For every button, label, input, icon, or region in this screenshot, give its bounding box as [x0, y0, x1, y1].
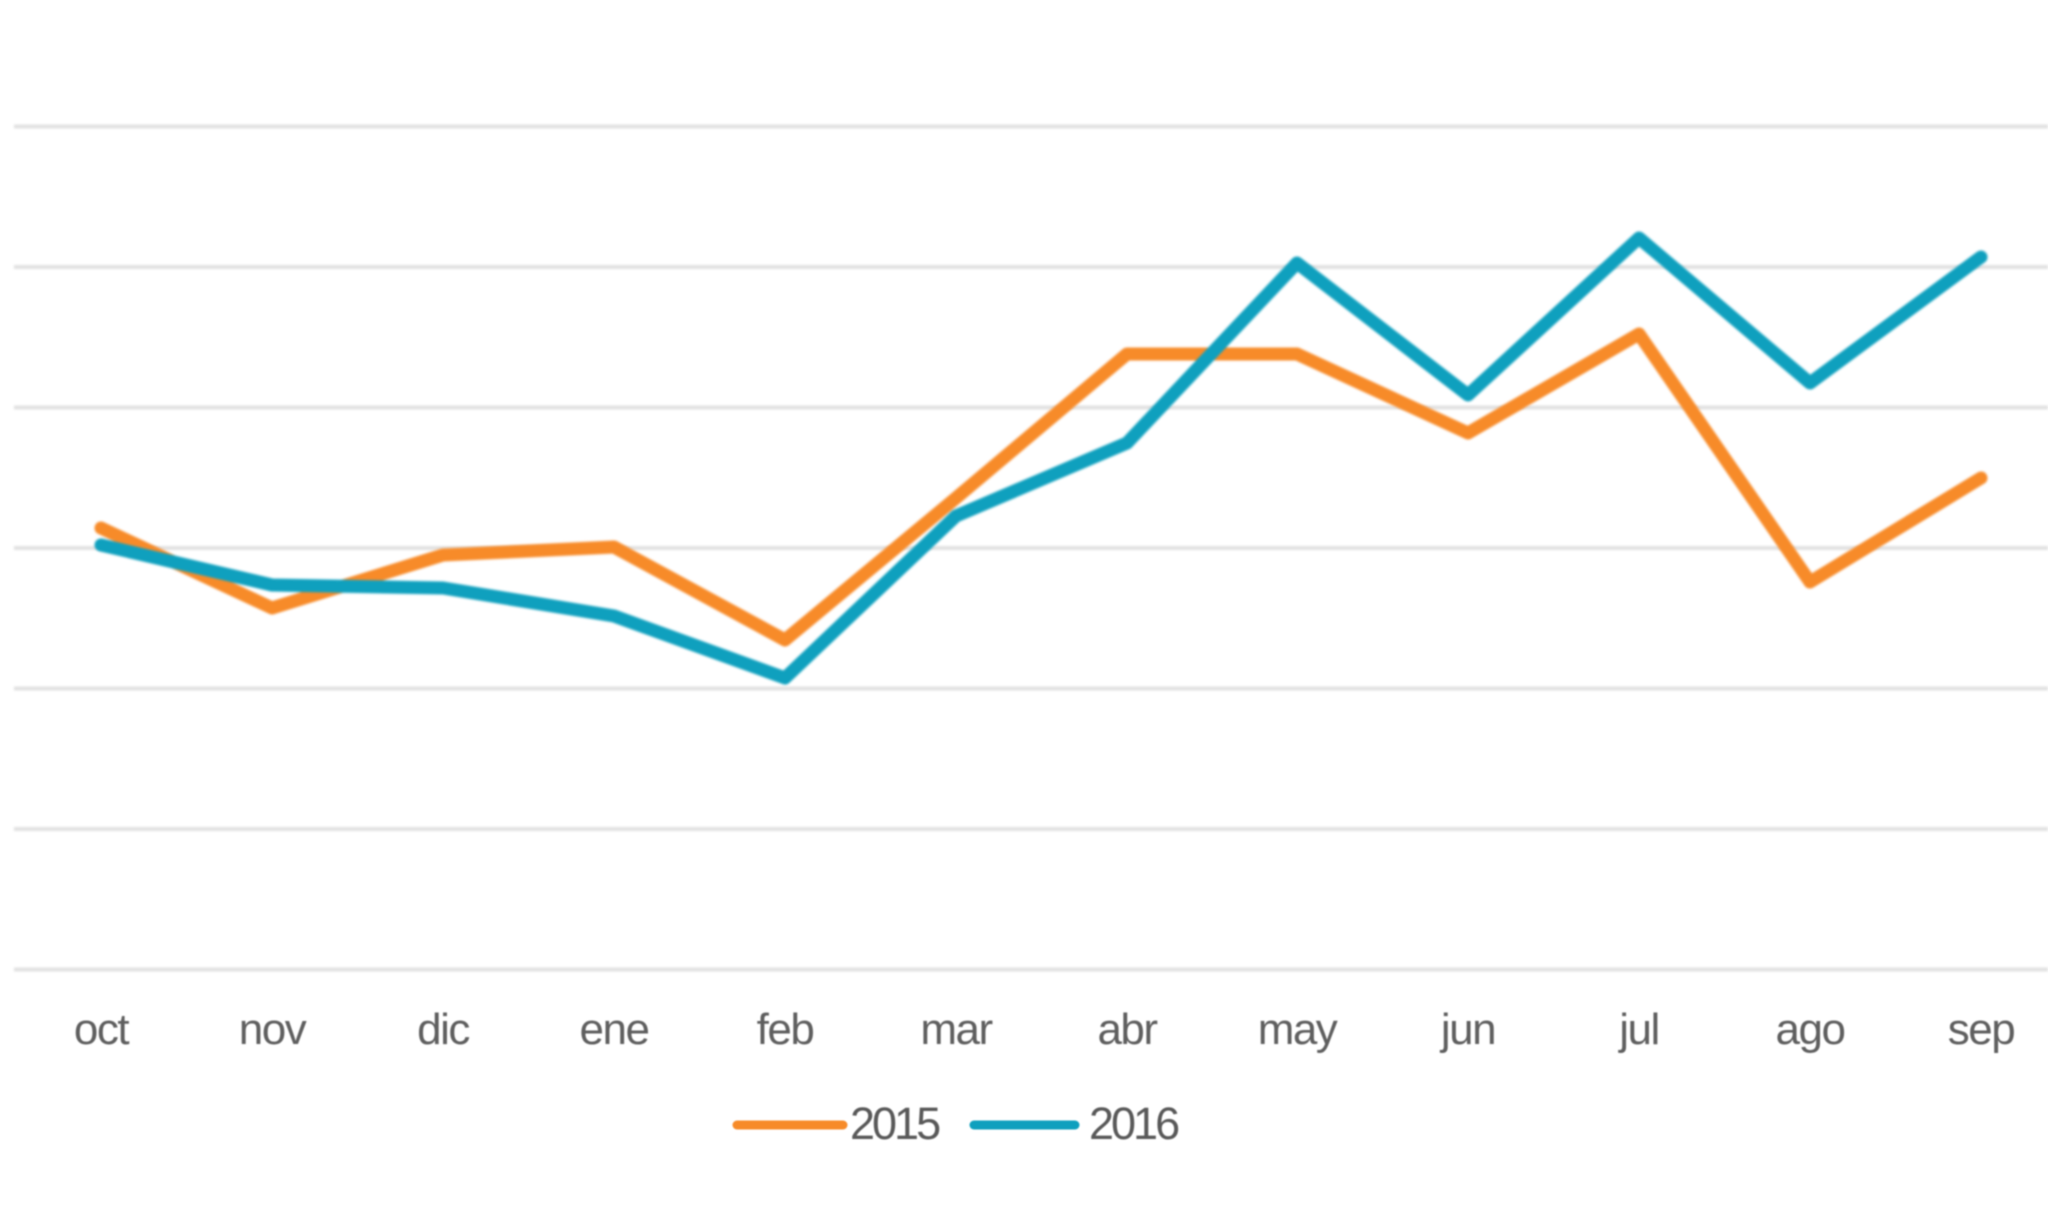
svg-text:may: may [1258, 1005, 1338, 1054]
svg-text:dic: dic [417, 1005, 469, 1054]
svg-text:2015: 2015 [850, 1098, 940, 1149]
svg-text:feb: feb [757, 1005, 814, 1054]
svg-text:2016: 2016 [1089, 1098, 1179, 1149]
svg-text:ene: ene [580, 1005, 649, 1054]
svg-text:ago: ago [1776, 1005, 1845, 1054]
svg-text:jul: jul [1617, 1005, 1659, 1054]
svg-text:sep: sep [1948, 1005, 2014, 1054]
svg-text:oct: oct [74, 1005, 129, 1054]
svg-text:mar: mar [920, 1005, 992, 1054]
svg-text:abr: abr [1097, 1005, 1157, 1054]
svg-text:jun: jun [1439, 1005, 1495, 1054]
svg-text:nov: nov [239, 1005, 307, 1054]
